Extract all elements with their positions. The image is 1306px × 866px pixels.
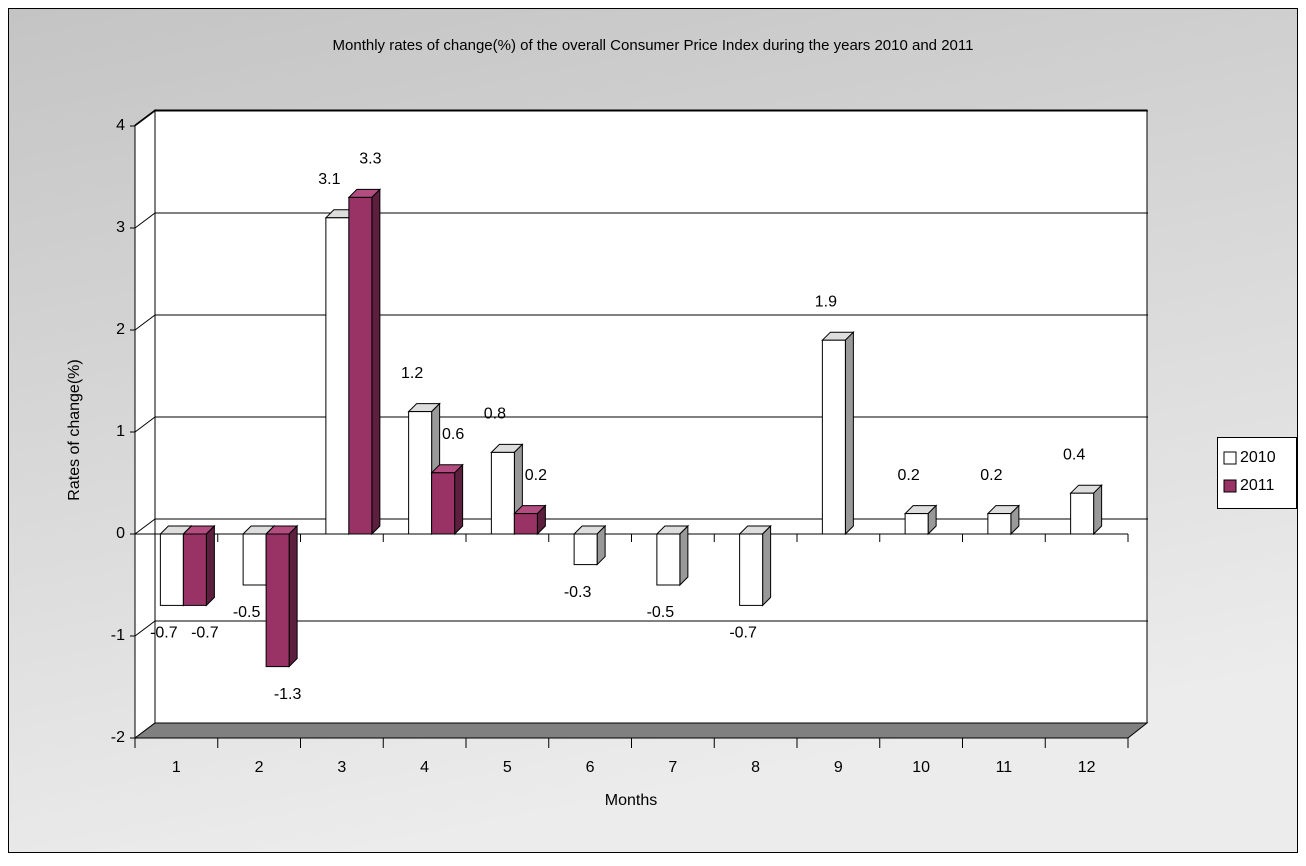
bar — [513, 513, 538, 535]
floor — [133, 722, 1149, 739]
y-tick-label: 2 — [116, 321, 125, 338]
grid-line — [134, 620, 156, 637]
bar-side — [288, 524, 298, 668]
x-tick-label: 5 — [503, 759, 512, 776]
y-tick-label: 0 — [116, 525, 125, 542]
data-label: 1.2 — [401, 365, 423, 382]
chart-title: Monthly rates of change(%) of the overal… — [333, 37, 974, 54]
bar — [408, 411, 433, 535]
grid-line — [134, 314, 156, 331]
bar — [348, 196, 373, 535]
bar — [987, 513, 1012, 535]
legend-label: 2010 — [1240, 449, 1276, 466]
x-tick-label: 6 — [586, 759, 595, 776]
data-label: -1.3 — [274, 686, 302, 703]
data-label: -0.5 — [233, 604, 261, 621]
x-tick-label: 1 — [172, 759, 181, 776]
bar — [904, 513, 929, 535]
legend-swatch — [1223, 451, 1237, 465]
data-label: -0.7 — [729, 625, 757, 642]
data-label: -0.7 — [150, 625, 178, 642]
bar — [431, 472, 456, 535]
bar-side — [1093, 483, 1103, 536]
legend-label: 2011 — [1240, 477, 1275, 494]
y-tick-label: -2 — [111, 729, 125, 746]
bar-side — [844, 330, 854, 536]
data-label: -0.5 — [647, 604, 675, 621]
data-label: 0.8 — [484, 406, 506, 423]
bar — [739, 533, 764, 606]
bar-side — [205, 524, 215, 607]
grid-line — [134, 110, 156, 127]
bar-side — [371, 188, 381, 536]
x-tick-label: 3 — [337, 759, 346, 776]
bar — [242, 533, 267, 586]
x-tick-label: 2 — [255, 759, 264, 776]
data-label: 0.2 — [898, 467, 920, 484]
x-tick-label: 4 — [420, 759, 429, 776]
x-tick-label: 8 — [751, 759, 760, 776]
x-tick-label: 10 — [912, 759, 930, 776]
y-axis-label: Rates of change(%) — [66, 359, 83, 500]
bar — [325, 217, 350, 535]
bar — [490, 451, 515, 535]
data-label: 0.6 — [442, 426, 464, 443]
x-tick-label: 12 — [1078, 759, 1096, 776]
bar — [265, 533, 290, 668]
y-tick-label: 1 — [116, 423, 125, 440]
data-label: 1.9 — [815, 293, 837, 310]
bar — [573, 533, 598, 566]
data-label: 0.2 — [980, 467, 1002, 484]
x-tick-label: 11 — [996, 759, 1013, 776]
data-label: 0.2 — [525, 467, 547, 484]
grid-line — [134, 212, 156, 229]
y-tick-label: -1 — [111, 627, 125, 644]
bar — [182, 533, 207, 606]
y-tick-label: 3 — [116, 219, 125, 236]
x-tick-label: 7 — [668, 759, 677, 776]
bar — [159, 533, 184, 606]
data-label: 3.3 — [359, 151, 381, 168]
data-label: 3.1 — [318, 171, 340, 188]
bar-side — [454, 463, 464, 536]
bar — [821, 339, 846, 535]
x-axis-label: Months — [605, 792, 657, 809]
x-tick-label: 9 — [834, 759, 843, 776]
data-label: -0.7 — [191, 625, 219, 642]
data-label: 0.4 — [1063, 446, 1085, 463]
bar — [1070, 492, 1095, 535]
bar — [656, 533, 681, 586]
bar-side — [679, 524, 689, 587]
bar-side — [762, 524, 772, 607]
legend — [1217, 437, 1297, 509]
grid-line — [134, 416, 156, 433]
data-label: -0.3 — [564, 584, 592, 601]
legend-swatch — [1223, 479, 1237, 493]
grid-line — [134, 518, 156, 535]
y-tick-label: 4 — [116, 117, 125, 134]
